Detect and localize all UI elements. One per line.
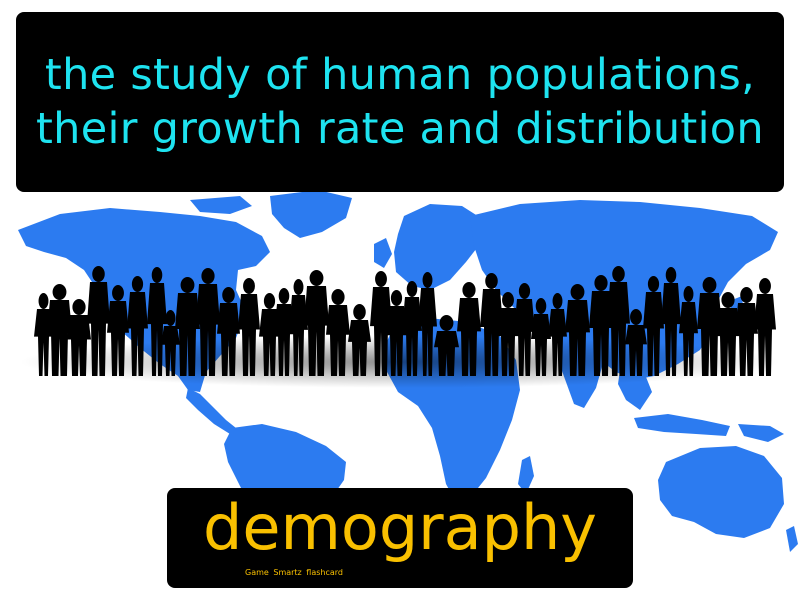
person-silhouette <box>289 279 308 376</box>
person-silhouette <box>127 276 148 376</box>
person-silhouette <box>418 272 437 376</box>
uk-shape <box>374 238 392 268</box>
person-silhouette <box>47 284 72 376</box>
person-silhouette <box>589 275 613 376</box>
person-silhouette <box>531 298 551 376</box>
greenland-shape <box>270 190 352 238</box>
definition-text: the study of human populations, their gr… <box>36 50 764 154</box>
person-silhouette <box>274 288 294 376</box>
person-silhouette <box>565 284 590 376</box>
person-silhouette <box>402 281 422 376</box>
person-silhouette <box>434 315 459 376</box>
person-silhouette <box>497 292 519 376</box>
person-silhouette <box>548 293 567 376</box>
person-silhouette <box>735 287 758 376</box>
term-box: demography Game Smartz flashcard <box>167 488 633 588</box>
madagascar-shape <box>518 456 534 494</box>
europe-shape <box>394 204 484 290</box>
term-text: demography <box>202 491 597 564</box>
person-silhouette <box>87 266 110 376</box>
person-silhouette <box>716 292 740 376</box>
person-silhouette <box>304 270 329 376</box>
person-silhouette <box>196 268 220 376</box>
person-silhouette <box>697 277 722 376</box>
australia-shape <box>658 446 784 538</box>
papua-shape <box>738 424 784 442</box>
indonesia-shape <box>634 414 730 436</box>
new-zealand-shape <box>786 526 798 552</box>
person-silhouette <box>259 293 280 376</box>
arctic-islands-shape <box>190 196 252 214</box>
person-silhouette <box>643 276 664 376</box>
person-silhouette <box>679 286 698 376</box>
person-silhouette <box>326 289 350 376</box>
person-silhouette <box>238 278 260 376</box>
definition-box: the study of human populations, their gr… <box>16 12 784 192</box>
person-silhouette <box>625 309 647 376</box>
person-silhouette <box>107 285 129 376</box>
person-silhouette <box>514 283 535 376</box>
person-silhouette <box>607 266 630 376</box>
person-silhouette <box>480 273 503 376</box>
person-silhouette <box>370 271 392 376</box>
person-silhouette <box>67 299 91 376</box>
branding-label: Game Smartz flashcard <box>245 568 344 577</box>
person-silhouette <box>457 282 481 376</box>
person-silhouette <box>147 267 167 376</box>
person-silhouette <box>161 310 180 376</box>
crowd-silhouette-icon <box>34 266 776 376</box>
person-silhouette <box>175 277 200 376</box>
person-silhouette <box>661 267 681 376</box>
central-america-shape <box>186 388 236 434</box>
person-silhouette <box>217 287 240 376</box>
person-silhouette <box>386 290 407 376</box>
person-silhouette <box>348 304 371 376</box>
person-silhouette <box>754 278 776 376</box>
